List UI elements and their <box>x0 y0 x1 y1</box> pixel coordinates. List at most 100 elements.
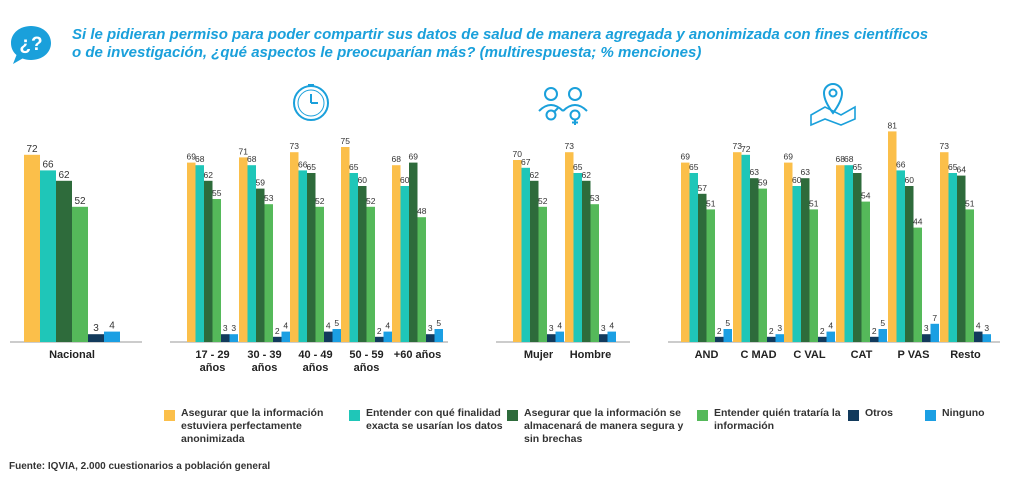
bar-edad-0-s0 <box>187 162 196 342</box>
data-label-edad-2-s5: 5 <box>334 318 339 328</box>
data-label-nacional-0-s2: 62 <box>58 170 70 181</box>
data-label-edad-2-s2: 65 <box>307 162 317 172</box>
data-label-sexo-1-s1: 65 <box>573 162 583 172</box>
legend-swatch-2 <box>507 410 518 421</box>
bar-region-1-s1 <box>741 154 750 342</box>
data-label-edad-0-s4: 3 <box>223 323 228 333</box>
bar-sexo-0-s1 <box>521 167 530 342</box>
bar-region-1-s2 <box>750 178 759 342</box>
bar-region-4-s2 <box>905 186 914 342</box>
data-label-edad-1-s2: 59 <box>256 178 266 188</box>
category-label-edad-0: 17 - 29 <box>195 349 229 361</box>
data-label-edad-3-s0: 75 <box>341 136 351 146</box>
data-label-nacional-0-s3: 52 <box>74 196 86 207</box>
data-label-edad-1-s0: 71 <box>239 146 249 156</box>
bar-region-0-s4 <box>715 336 724 342</box>
bar-region-4-s1 <box>896 170 905 342</box>
legend-label-3: Entender quién trataría la información <box>714 407 841 432</box>
data-label-sexo-1-s2: 62 <box>582 170 592 180</box>
bar-region-4-s4 <box>922 334 931 342</box>
bar-region-0-s2 <box>698 193 707 342</box>
legend-swatch-3 <box>697 410 708 421</box>
bar-region-4-s5 <box>930 323 939 342</box>
data-label-region-0-s3: 51 <box>706 198 716 208</box>
category-label-edad-0: años <box>200 362 226 374</box>
bar-region-2-s5 <box>826 331 835 342</box>
data-label-edad-3-s2: 60 <box>358 175 368 185</box>
bar-region-4-s3 <box>913 227 922 342</box>
badge-text: ¿? <box>19 34 42 55</box>
bar-edad-2-s1 <box>298 170 307 342</box>
data-label-region-3-s1: 68 <box>844 154 854 164</box>
bar-edad-1-s1 <box>247 165 256 342</box>
data-label-edad-3-s1: 65 <box>349 162 359 172</box>
data-label-edad-3-s5: 4 <box>385 321 390 331</box>
bar-region-3-s4 <box>870 336 879 342</box>
data-label-edad-2-s4: 4 <box>326 321 331 331</box>
data-label-region-1-s1: 72 <box>741 144 751 154</box>
legend-swatch-0 <box>164 410 175 421</box>
data-label-region-1-s5: 3 <box>777 323 782 333</box>
bar-region-1-s4 <box>767 336 776 342</box>
bar-region-1-s5 <box>775 334 784 342</box>
bar-edad-3-s0 <box>341 147 350 342</box>
data-label-edad-1-s3: 53 <box>264 193 274 203</box>
data-label-nacional-0-s5: 4 <box>109 321 115 332</box>
bar-region-5-s0 <box>940 152 949 342</box>
bar-edad-4-s1 <box>400 186 409 342</box>
data-label-region-1-s2: 63 <box>750 167 760 177</box>
legend-label-4: Otros <box>865 407 894 419</box>
data-label-edad-2-s1: 66 <box>298 159 308 169</box>
data-label-region-2-s1: 60 <box>792 175 802 185</box>
category-label-region-5: Resto <box>950 349 981 361</box>
bar-region-1-s3 <box>758 188 767 342</box>
data-label-edad-1-s5: 4 <box>283 321 288 331</box>
data-label-region-2-s3: 51 <box>809 198 819 208</box>
data-label-sexo-0-s2: 62 <box>530 170 540 180</box>
chart-title: Si le pidieran permiso para poder compar… <box>72 26 972 62</box>
data-label-edad-4-s1: 60 <box>400 175 410 185</box>
bar-region-2-s0 <box>784 162 793 342</box>
source-note: Fuente: IQVIA, 2.000 cuestionarios a pob… <box>9 461 271 472</box>
data-label-region-4-s3: 44 <box>913 217 923 227</box>
bar-region-2-s3 <box>809 209 818 342</box>
legend-swatch-4 <box>848 410 859 421</box>
bar-sexo-0-s5 <box>555 331 564 342</box>
category-label-edad-3: años <box>354 362 380 374</box>
bar-region-3-s2 <box>853 173 862 342</box>
data-label-region-2-s2: 63 <box>801 167 811 177</box>
bar-edad-1-s0 <box>239 157 248 342</box>
category-label-region-0: AND <box>695 349 719 361</box>
data-label-sexo-0-s3: 52 <box>538 196 548 206</box>
title-line-2: o de investigación, ¿qué aspectos le pre… <box>72 44 702 61</box>
data-label-region-5-s4: 4 <box>976 321 981 331</box>
category-label-edad-3: 50 - 59 <box>349 349 383 361</box>
map-pin-icon <box>810 83 856 127</box>
data-label-region-4-s5: 7 <box>932 313 937 323</box>
bar-edad-4-s0 <box>392 165 401 342</box>
data-label-region-2-s0: 69 <box>784 152 794 162</box>
data-label-edad-4-s3: 48 <box>417 206 427 216</box>
bar-edad-2-s5 <box>332 329 341 342</box>
data-label-edad-0-s3: 55 <box>212 188 222 198</box>
data-label-region-1-s0: 73 <box>733 141 743 151</box>
bar-sexo-0-s4 <box>547 334 556 342</box>
data-label-nacional-0-s4: 3 <box>93 323 99 334</box>
data-label-region-2-s4: 2 <box>820 326 825 336</box>
bar-edad-1-s3 <box>264 204 273 342</box>
bar-region-1-s0 <box>733 152 742 342</box>
bar-region-3-s0 <box>836 165 845 342</box>
bar-region-5-s4 <box>974 331 983 342</box>
data-label-region-0-s2: 57 <box>698 183 708 193</box>
category-label-edad-1: años <box>252 362 278 374</box>
bar-region-5-s5 <box>982 334 991 342</box>
data-label-region-5-s0: 73 <box>940 141 950 151</box>
data-label-edad-1-s4: 2 <box>275 326 280 336</box>
legend-label-2: Asegurar que la información se almacenar… <box>524 407 684 445</box>
bar-sexo-0-s3 <box>538 206 547 342</box>
data-label-edad-1-s1: 68 <box>247 154 257 164</box>
bar-edad-2-s4 <box>324 331 333 342</box>
bar-edad-4-s3 <box>417 217 426 342</box>
bar-edad-4-s5 <box>434 329 443 342</box>
data-label-sexo-0-s1: 67 <box>521 157 531 167</box>
